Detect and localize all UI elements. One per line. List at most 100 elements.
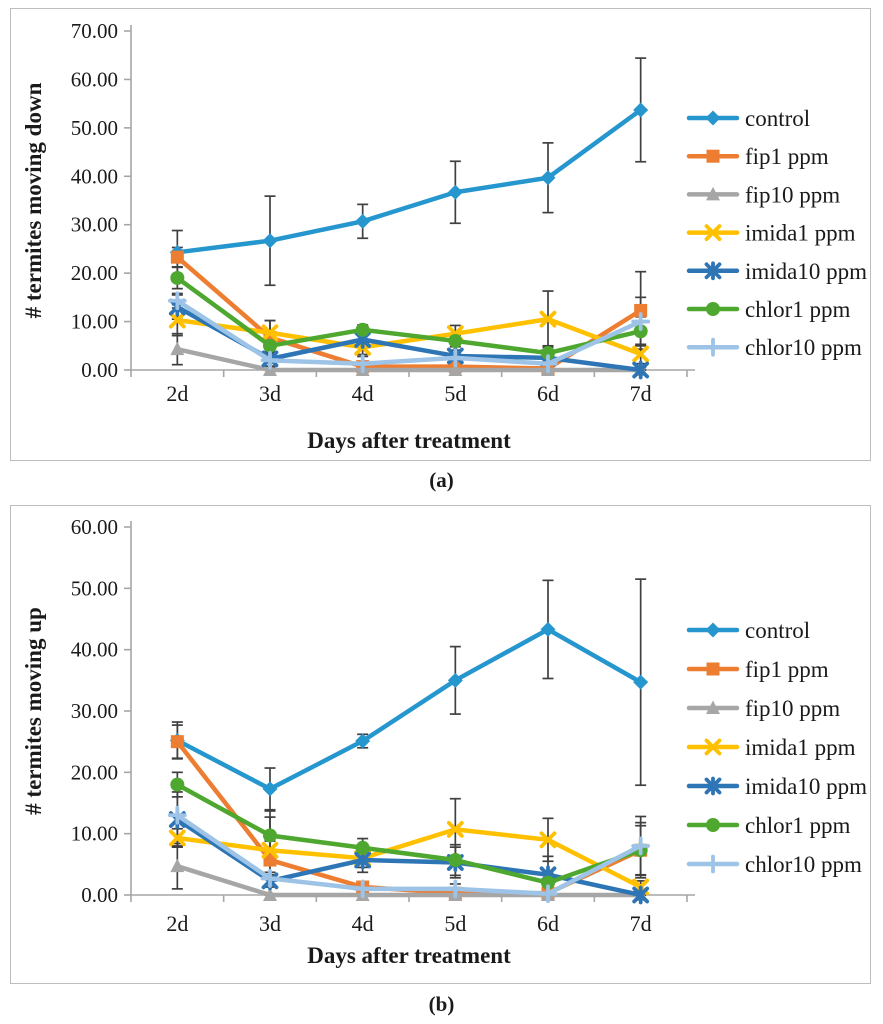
x-axis-title: Days after treatment (307, 943, 511, 968)
diamond-marker-icon (633, 674, 649, 690)
error-bars (171, 57, 647, 371)
legend-item-control: control (686, 106, 810, 131)
legend-label: fip1 ppm (745, 144, 829, 169)
circle-marker-icon (633, 324, 648, 339)
y-tick-label: 30.00 (71, 699, 118, 723)
square-marker-icon (706, 149, 720, 163)
triangle-marker-icon (170, 341, 185, 356)
x-tick-label: 3d (259, 911, 281, 936)
series-fip10-ppm (170, 858, 648, 901)
y-tick-label: 20.00 (71, 760, 118, 784)
diamond-marker-icon (447, 184, 463, 200)
series-line-chlor1-ppm (175, 275, 643, 356)
circle-marker-icon (706, 302, 720, 316)
y-tick-label: 30.00 (71, 213, 118, 237)
legend-label: chlor10 ppm (745, 852, 862, 877)
series-line-fip1-ppm (175, 739, 643, 896)
series-line-chlor1-ppm (175, 782, 643, 885)
legend: control fip1 ppm fip10 ppm imida1 ppm imida1… (686, 618, 867, 877)
series-control (169, 621, 649, 797)
series-chlor10-ppm (167, 805, 651, 904)
x-marker-icon (446, 820, 464, 838)
legend-label: fip10 ppm (745, 182, 840, 207)
diamond-marker-icon (633, 102, 649, 118)
x-marker-icon (704, 738, 722, 756)
circle-marker-icon (448, 853, 463, 868)
y-tick-label: 10.00 (71, 822, 118, 846)
triangle-marker-icon (706, 700, 720, 714)
legend-label: imida1 ppm (745, 735, 856, 760)
legend-item-fip1-ppm: fip1 ppm (686, 144, 829, 169)
diamond-marker-icon (355, 213, 371, 229)
series-imida1-ppm (168, 820, 650, 896)
x-tick-label: 7d (630, 381, 652, 406)
chart-a-moving-down: 0.00 10.00 20.00 30.00 40.00 50.00 60.00 70.00 2… (21, 19, 867, 453)
legend-item-fip1-ppm: fip1 ppm (686, 657, 829, 682)
square-marker-icon (706, 662, 720, 676)
legend-label: chlor10 ppm (745, 335, 862, 360)
legend: control fip1 ppm fip10 ppm imida1 ppm imida1… (686, 106, 867, 360)
y-tick-label: 40.00 (71, 164, 118, 188)
x-tick-label: 6d (537, 911, 559, 936)
y-tick-label: 50.00 (71, 576, 118, 600)
legend-item-chlor1-ppm: chlor1 ppm (686, 813, 851, 838)
x-tick-label: 7d (630, 911, 652, 936)
caption-b: (b) (428, 992, 455, 1016)
legend-item-chlor10-ppm: chlor10 ppm (686, 852, 862, 877)
x-tick-label: 2d (166, 911, 188, 936)
y-tick-label: 0.00 (81, 883, 118, 907)
x-tick-label: 4d (352, 381, 374, 406)
series-chlor10-ppm (167, 291, 651, 374)
series-line-imida1-ppm (175, 316, 643, 357)
x-tick-label: 4d (352, 911, 374, 936)
x-marker-icon (539, 310, 557, 328)
series-line-control (175, 107, 643, 255)
legend-label: imida10 ppm (745, 259, 867, 284)
x-tick-label: 3d (259, 381, 281, 406)
series-imida1-ppm (168, 310, 650, 363)
legend-label: control (745, 106, 810, 131)
diamond-marker-icon (262, 233, 278, 249)
x-marker-icon (168, 829, 186, 847)
axes: 0.00 10.00 20.00 30.00 40.00 50.00 60.00 2d 3d 4d… (71, 515, 695, 936)
series-line-control (175, 627, 643, 792)
series-control (169, 102, 649, 260)
axes: 0.00 10.00 20.00 30.00 40.00 50.00 60.00 70.00 2… (71, 19, 695, 406)
circle-marker-icon (541, 875, 555, 890)
legend-item-imida1-ppm: imida1 ppm (686, 221, 856, 246)
diamond-marker-icon (540, 170, 556, 186)
series-line-fip10-ppm (175, 346, 643, 373)
legend-label: imida10 ppm (745, 774, 867, 799)
legend-item-fip10-ppm: fip10 ppm (686, 696, 840, 721)
y-tick-label: 60.00 (71, 67, 118, 91)
x-marker-icon (261, 841, 279, 859)
panel-b: 0.00 10.00 20.00 30.00 40.00 50.00 60.00 2d 3d 4d… (10, 505, 871, 984)
triangle-marker-icon (448, 362, 463, 376)
diamond-marker-icon (262, 781, 278, 797)
series-line-imida1-ppm (175, 827, 643, 890)
legend-item-imida1-ppm: imida1 ppm (686, 735, 856, 760)
x-marker-icon (168, 311, 186, 329)
y-tick-label: 40.00 (71, 638, 118, 662)
y-axis-title: # termites moving up (21, 607, 46, 815)
x-tick-label: 5d (444, 911, 466, 936)
circle-marker-icon (541, 346, 555, 361)
square-marker-icon (263, 853, 277, 867)
x-tick-label: 5d (444, 381, 466, 406)
diamond-marker-icon (447, 672, 463, 688)
series-fip1-ppm (170, 250, 648, 376)
circle-marker-icon (170, 777, 185, 792)
square-marker-icon (634, 303, 648, 317)
y-axis-title: # termites moving down (21, 82, 46, 318)
x-tick-label: 6d (537, 381, 559, 406)
legend-label: fip1 ppm (745, 657, 829, 682)
series-line-chlor10-ppm (175, 298, 643, 366)
series-chlor1-ppm (170, 777, 648, 890)
square-marker-icon (170, 735, 184, 749)
legend-label: imida1 ppm (745, 221, 856, 246)
legend-item-chlor1-ppm: chlor1 ppm (686, 297, 851, 322)
y-tick-label: 50.00 (71, 116, 118, 140)
series-line-chlor10-ppm (175, 813, 643, 897)
legend-label: chlor1 ppm (745, 297, 851, 322)
